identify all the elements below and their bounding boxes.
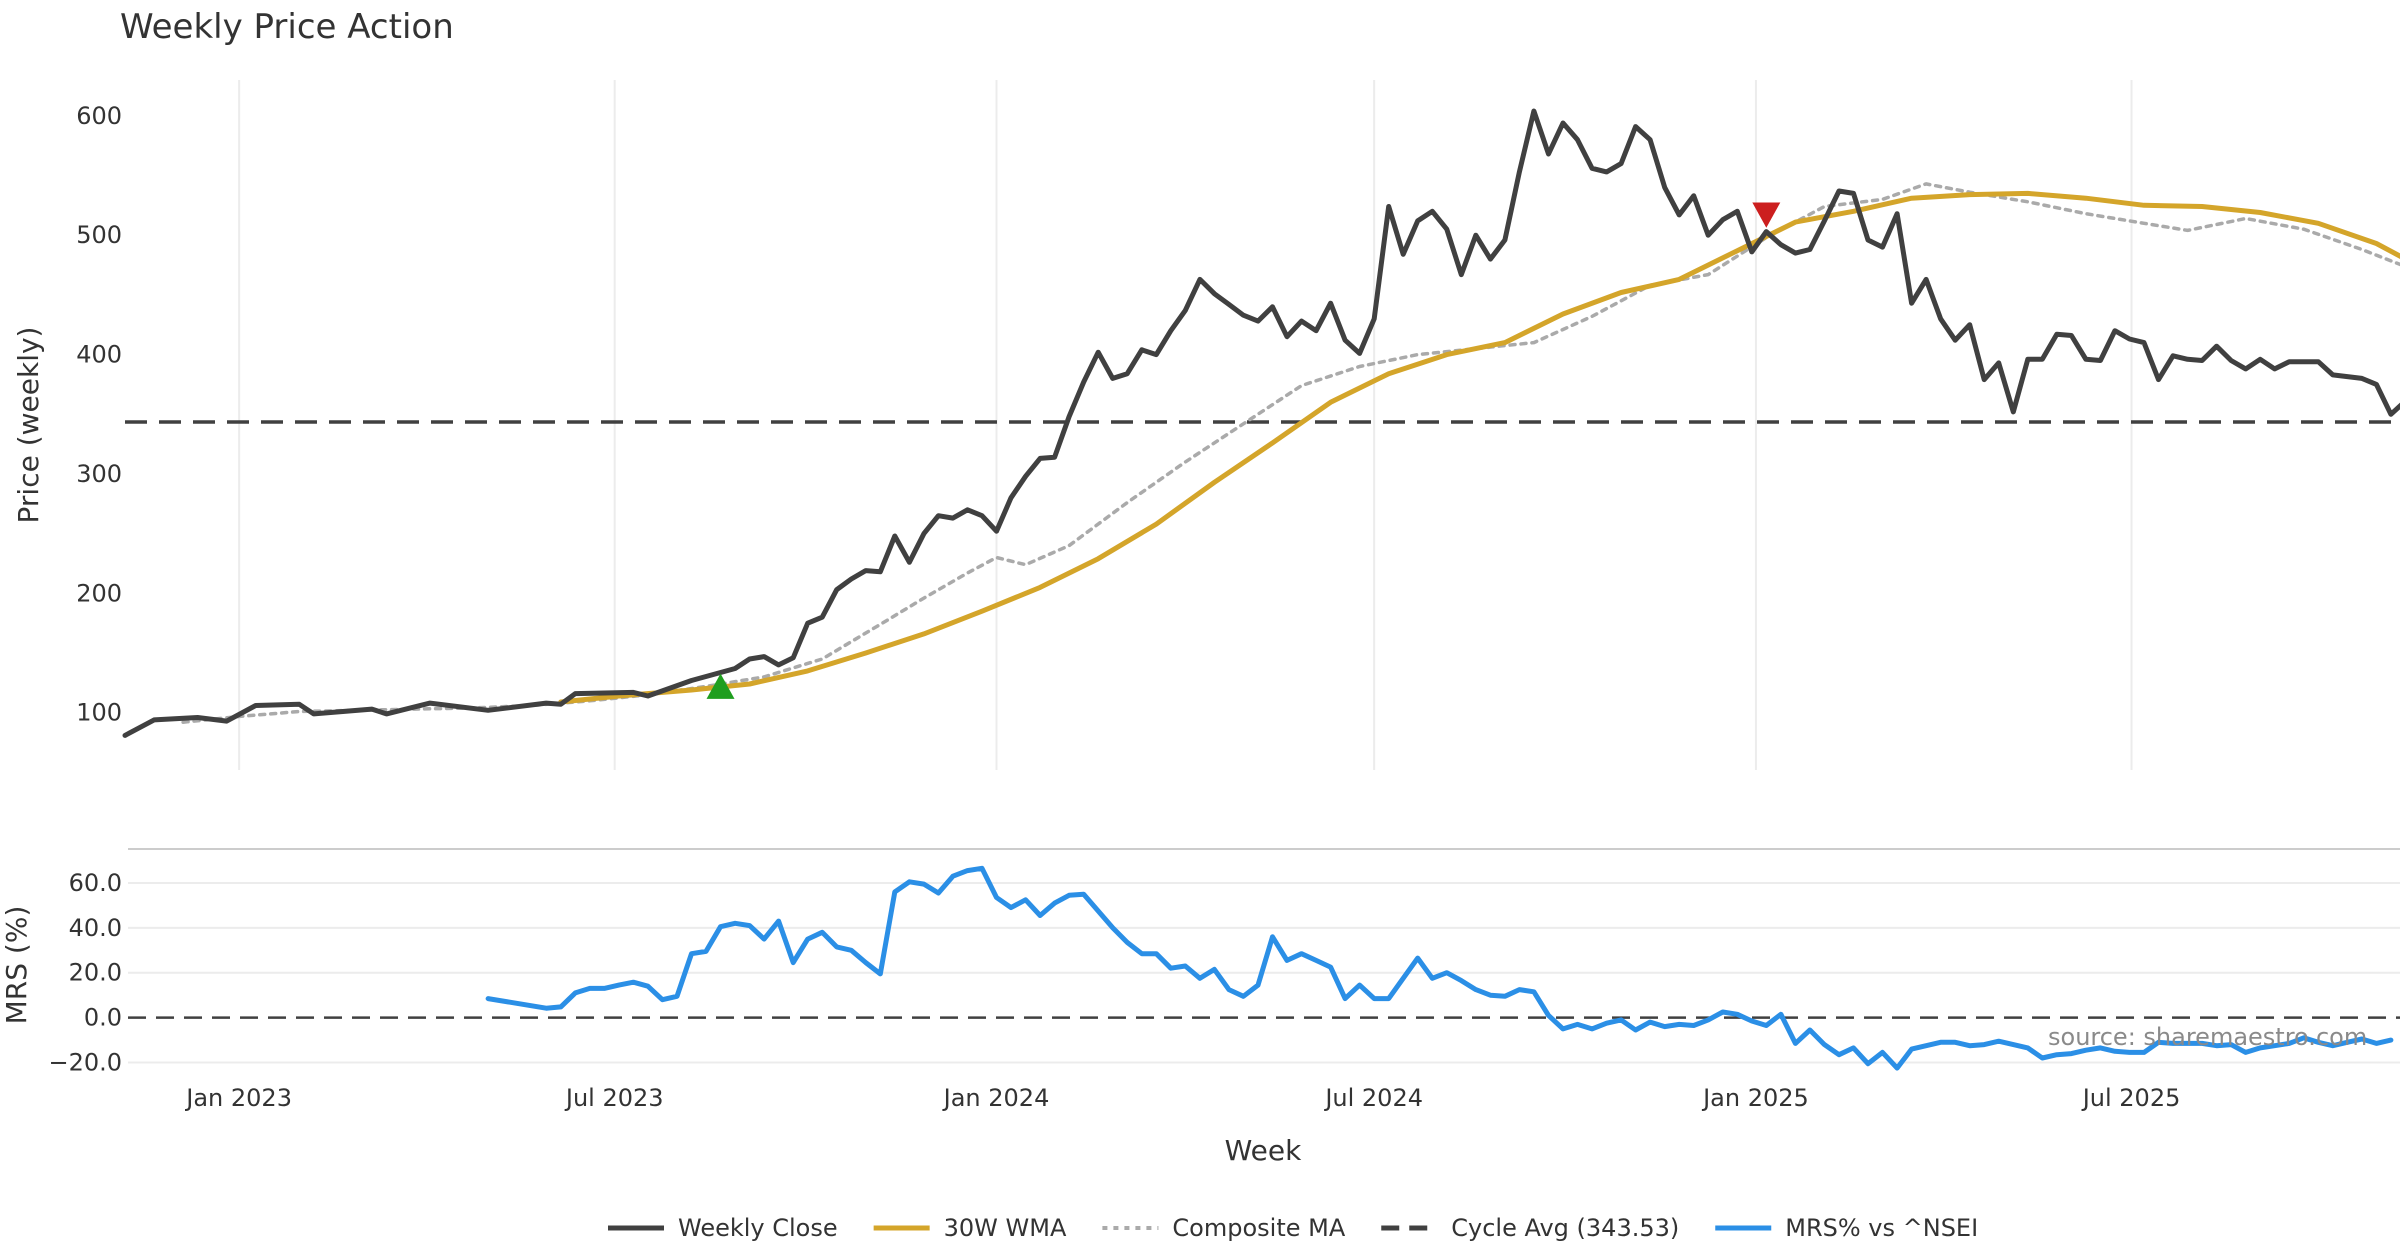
price-grid [238,80,2133,770]
x-tick-label: Jul 2023 [564,1084,664,1112]
legend-label: Composite MA [1172,1214,1345,1242]
price-y-tick-label: 100 [76,699,122,727]
x-tick-label: Jan 2025 [1701,1084,1809,1112]
price-y-tick-label: 600 [76,102,122,130]
price-y-tick-label: 400 [76,341,122,369]
mrs-y-tick-label: 40.0 [69,914,122,942]
mrs-panel: MRS (%) 60.0 40.0 20.0 0.0 −20.0 source: sha… [0,848,2400,1167]
mrs-y-tick-label: 20.0 [69,959,122,987]
source-annotation: source: sharemaestro.com [2048,1023,2367,1051]
mrs-y-ticks: 60.0 40.0 20.0 0.0 −20.0 [48,869,122,1077]
legend-item: 30W WMA [873,1214,1067,1242]
legend-item: MRS% vs ^NSEI [1715,1214,1978,1242]
legend: Weekly Close 30W WMA Composite MA Cycle Avg… [608,1214,1978,1242]
x-tick-label: Jan 2024 [942,1084,1050,1112]
buy-signal-marker [706,673,735,699]
legend-item: Composite MA [1102,1214,1346,1242]
legend-label: Cycle Avg (343.53) [1451,1214,1679,1242]
x-tick-label: Jul 2024 [1323,1084,1423,1112]
price-y-tick-label: 200 [76,579,122,607]
mrs-line [485,865,2394,1071]
mrs-y-axis-label: MRS (%) [0,906,33,1025]
mrs-y-tick-label: 0.0 [84,1004,122,1032]
mrs-y-tick-label: −20.0 [48,1049,122,1077]
price-y-tick-label: 500 [76,221,122,249]
x-axis-label: Week [1225,1134,1302,1167]
legend-label: Weekly Close [678,1214,838,1242]
legend-label: MRS% vs ^NSEI [1785,1214,1978,1242]
mrs-grid [128,881,2400,1064]
legend-label: 30W WMA [944,1214,1067,1242]
composite-ma-line [181,182,2400,724]
legend-item: Cycle Avg (343.53) [1381,1214,1679,1242]
legend-item: Weekly Close [608,1214,838,1242]
price-y-ticks: 100 200 300 400 500 600 [76,102,122,727]
price-panel: Weekly Price Action Price (weekly) 100 20… [12,7,2400,770]
x-tick-label: Jan 2023 [184,1084,292,1112]
x-tick-label: Jul 2025 [2081,1084,2181,1112]
mrs-series [485,865,2394,1071]
wma-30w-line [558,190,2400,705]
price-markers [706,202,1781,699]
x-ticks: Jan 2023 Jul 2023 Jan 2024 Jul 2024 Jan 2025… [184,1084,2180,1112]
price-y-axis-label: Price (weekly) [12,327,45,524]
weekly-close-line [122,108,2400,738]
sell-signal-marker [1752,202,1781,228]
price-chart-title: Weekly Price Action [120,7,454,47]
mrs-y-tick-label: 60.0 [69,869,122,897]
price-y-tick-label: 300 [76,460,122,488]
